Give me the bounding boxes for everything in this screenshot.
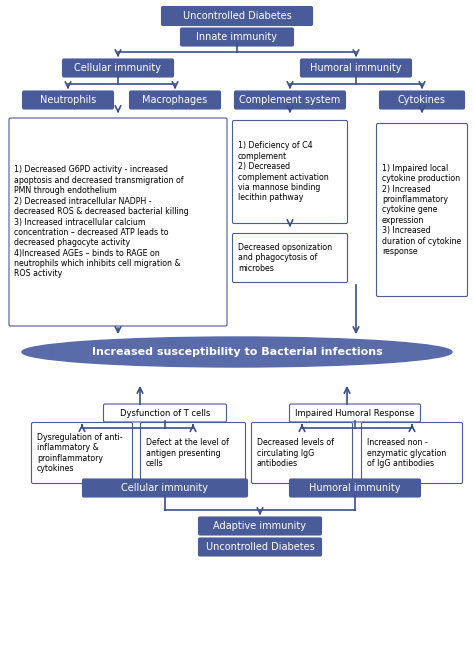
Text: Innate immunity: Innate immunity — [197, 32, 277, 42]
FancyBboxPatch shape — [235, 91, 346, 109]
Text: Adaptive immunity: Adaptive immunity — [213, 521, 307, 531]
FancyBboxPatch shape — [103, 404, 227, 422]
Text: Increased non -
enzymatic glycation
of IgG antibodies: Increased non - enzymatic glycation of I… — [367, 438, 446, 468]
FancyBboxPatch shape — [63, 59, 173, 77]
FancyBboxPatch shape — [140, 423, 246, 484]
FancyBboxPatch shape — [290, 404, 420, 422]
Text: Impaired Humoral Response: Impaired Humoral Response — [295, 409, 415, 417]
Text: Neutrophils: Neutrophils — [40, 95, 96, 105]
FancyBboxPatch shape — [362, 423, 463, 484]
FancyBboxPatch shape — [199, 538, 321, 556]
FancyBboxPatch shape — [233, 121, 347, 224]
Text: 1) Deficiency of C4
complement
2) Decreased
complement activation
via mannose bi: 1) Deficiency of C4 complement 2) Decrea… — [238, 141, 329, 202]
FancyBboxPatch shape — [31, 423, 133, 484]
Text: Humoral immunity: Humoral immunity — [309, 483, 401, 493]
Ellipse shape — [22, 337, 452, 367]
Text: Complement system: Complement system — [239, 95, 341, 105]
Text: Uncontrolled Diabetes: Uncontrolled Diabetes — [182, 11, 292, 21]
Text: Cellular immunity: Cellular immunity — [121, 483, 209, 493]
FancyBboxPatch shape — [129, 91, 220, 109]
FancyBboxPatch shape — [181, 28, 293, 46]
Text: Dysfunction of T cells: Dysfunction of T cells — [120, 409, 210, 417]
FancyBboxPatch shape — [252, 423, 353, 484]
Text: Cytokines: Cytokines — [398, 95, 446, 105]
Text: Cellular immunity: Cellular immunity — [74, 63, 162, 73]
FancyBboxPatch shape — [233, 234, 347, 283]
Text: Increased susceptibility to Bacterial infections: Increased susceptibility to Bacterial in… — [91, 347, 383, 357]
FancyBboxPatch shape — [9, 118, 227, 326]
Text: Humoral immunity: Humoral immunity — [310, 63, 402, 73]
FancyBboxPatch shape — [82, 479, 247, 497]
FancyBboxPatch shape — [162, 7, 312, 25]
FancyBboxPatch shape — [290, 479, 420, 497]
Text: Defect at the level of
antigen presenting
cells: Defect at the level of antigen presentin… — [146, 438, 229, 468]
Text: Macrophages: Macrophages — [142, 95, 208, 105]
Text: Decreased levels of
circulating IgG
antibodies: Decreased levels of circulating IgG anti… — [257, 438, 334, 468]
Text: Uncontrolled Diabetes: Uncontrolled Diabetes — [206, 542, 314, 552]
FancyBboxPatch shape — [199, 517, 321, 535]
FancyBboxPatch shape — [380, 91, 465, 109]
FancyBboxPatch shape — [301, 59, 411, 77]
Text: 1) Decreased G6PD activity - increased
apoptosis and decreased transmigration of: 1) Decreased G6PD activity - increased a… — [15, 165, 189, 279]
FancyBboxPatch shape — [376, 123, 467, 297]
Text: Decreased opsonization
and phagocytosis of
microbes: Decreased opsonization and phagocytosis … — [238, 243, 332, 273]
FancyBboxPatch shape — [22, 91, 113, 109]
Text: Dysregulation of anti-
inflammatory &
proinflammatory
cytokines: Dysregulation of anti- inflammatory & pr… — [37, 433, 123, 473]
Text: 1) Impaired local
cytokine production
2) Increased
proinflammatory
cytokine gene: 1) Impaired local cytokine production 2)… — [382, 164, 461, 256]
